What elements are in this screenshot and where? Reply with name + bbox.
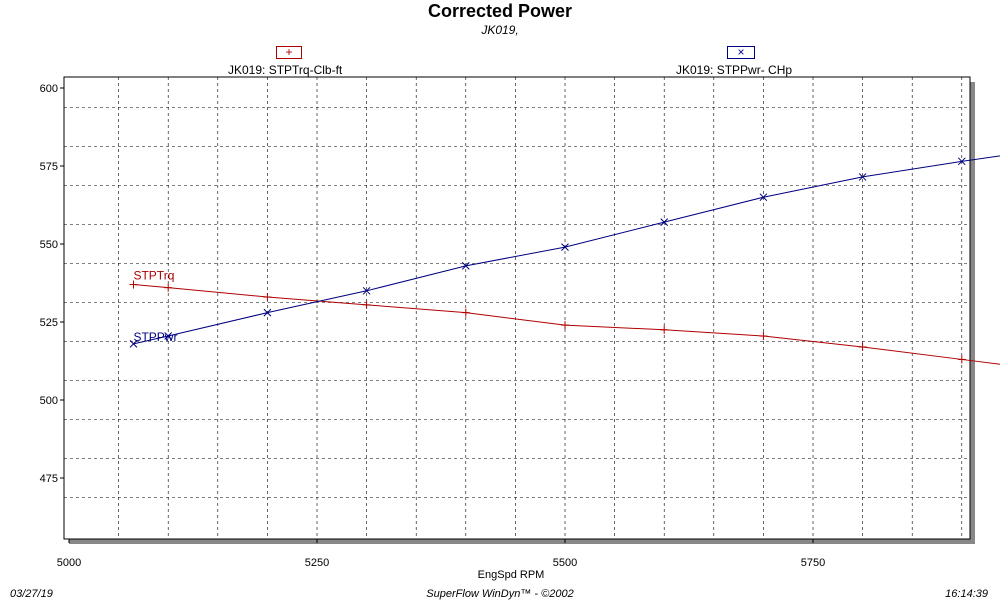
data-point-stppwr [561,243,569,251]
grid-lines [64,77,970,539]
legend-torque-label: JK019: STPTrq-Clb-ft [228,63,343,77]
x-tick-label: 5500 [553,557,577,569]
data-point-stppwr [957,157,966,166]
chart-subtitle: JK019, [481,23,519,37]
axis-labels: 5000525055005750600062506500675047550052… [40,83,826,569]
y-tick-label: 525 [40,317,58,329]
y-tick-label: 475 [40,473,58,485]
data-point-stptrq [759,332,768,341]
legend-power-swatch: × [727,46,755,59]
footer-time: 16:14:39 [945,588,988,600]
data-point-stppwr [858,173,867,181]
data-point-stppwr [461,261,470,270]
x-tick-label: 5000 [57,557,81,569]
data-point-stptrq [660,325,669,334]
footer-date: 03/27/19 [10,588,53,600]
data-point-stptrq [957,355,966,364]
data-point-stppwr [362,286,371,295]
data-point-stptrq [263,293,272,302]
data-point-stptrq [561,321,569,330]
data-point-stptrq [461,308,470,317]
data-point-stppwr [263,308,272,317]
plot-shadow-bottom [69,539,975,544]
x-axis-title: EngSpd RPM [478,569,545,581]
series-label-stppwr: STPPwr [133,330,177,344]
x-tick-label: 5750 [801,557,825,569]
data-point-stppwr [759,193,768,202]
footer-software: SuperFlow WinDyn™ - ©2002 [426,588,574,600]
legend-power-label: JK019: STPPwr- CHp [676,63,793,77]
plot-shadow-right [970,82,975,544]
series-label-stptrq: STPTrq [133,269,174,283]
data-point-stptrq [362,300,371,309]
data-point-stppwr [129,339,138,348]
data-point-stptrq [129,280,138,289]
x-marker-icon: × [737,45,745,59]
chart-title: Corrected Power [427,1,573,21]
plot-area [63,76,971,540]
legend-torque-swatch: + [276,46,302,59]
x-tick-label: 5250 [305,557,329,569]
data-point-stppwr [660,218,669,227]
y-tick-label: 500 [40,395,58,407]
plus-marker-icon: + [285,45,293,59]
y-tick-label: 575 [40,161,58,173]
data-point-stptrq [858,342,867,351]
y-tick-label: 600 [40,83,58,95]
data-series: STPTrq STPPwr [129,155,1000,365]
data-point-stptrq [164,283,173,292]
y-tick-label: 550 [40,239,58,251]
data-point-stppwr [164,332,173,340]
